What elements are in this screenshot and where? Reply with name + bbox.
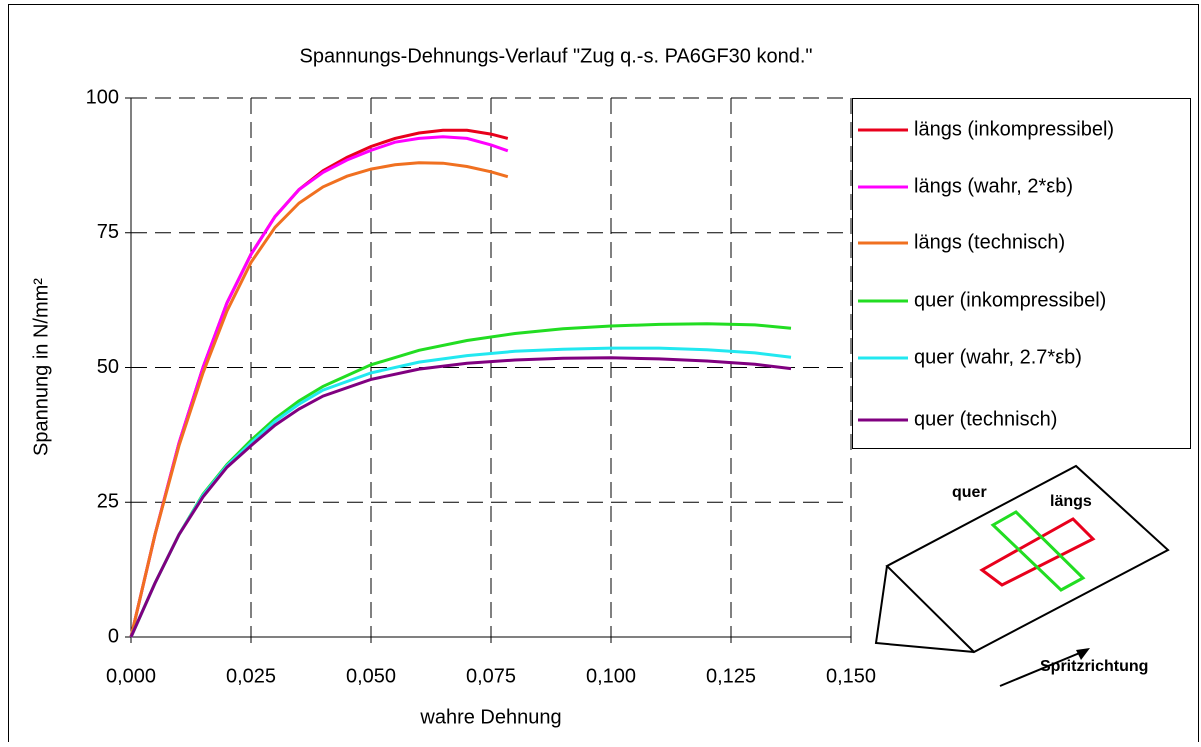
series-line [129,161,509,638]
x-axis-label: wahre Dehnung [419,706,561,728]
annotation: quer [952,484,987,501]
series-line [129,346,792,638]
series-line [129,128,509,638]
y-tick-label: 0 [108,625,119,647]
x-tick-label: 0,000 [106,665,156,687]
y-tick-label: 25 [97,491,119,513]
x-tick-label: 0,125 [706,665,756,687]
legend-label: quer (wahr, 2.7*εb) [914,346,1082,368]
annotation: Spritzrichtung [1040,658,1148,675]
legend [852,98,1191,449]
chart-title: Spannungs-Dehnungs-Verlauf "Zug q.-s. PA… [299,45,812,67]
legend-label: quer (technisch) [914,408,1057,430]
y-tick-label: 50 [97,356,119,378]
legend-label: längs (inkompressibel) [914,118,1114,140]
y-tick-label: 75 [97,221,119,243]
legend-label: quer (inkompressibel) [914,289,1106,311]
legend-label: längs (wahr, 2*εb) [914,175,1073,197]
y-tick-label: 100 [86,86,119,108]
series-line [129,322,792,638]
legend-label: längs (technisch) [914,231,1065,253]
x-tick-label: 0,150 [826,665,876,687]
x-tick-label: 0,025 [226,665,276,687]
x-tick-label: 0,100 [586,665,636,687]
series-line [129,356,792,638]
annotation: längs [1050,493,1092,510]
y-axis-label: Spannung in N/mm² [30,278,52,456]
x-tick-label: 0,075 [466,665,516,687]
x-tick-label: 0,050 [346,665,396,687]
inset-diagram: quer längs Spritzrichtung [874,464,1170,687]
